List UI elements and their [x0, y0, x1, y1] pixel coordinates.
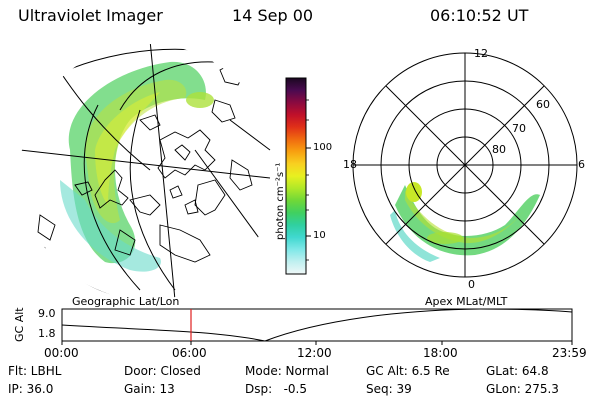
info-gain: Gain: 13 [124, 382, 175, 396]
mlt-label-6: 6 [578, 158, 585, 171]
colorbar-tick-100: 100 [313, 142, 333, 153]
colorbar-scale [285, 77, 307, 275]
info-dsp: Dsp: -0.5 [245, 382, 308, 396]
aurora-oval-geographic [60, 61, 214, 272]
colorbar-tick-10: 10 [313, 230, 326, 241]
timeline-y-min: 1.8 [38, 327, 56, 340]
colorbar-unit-label: photon cm⁻²s⁻¹ [275, 163, 286, 240]
info-mode: Mode: Normal [245, 364, 329, 378]
time-tick-1200: 12:00 [297, 346, 332, 360]
info-glat: GLat: 64.8 [486, 364, 549, 378]
info-seq: Seq: 39 [366, 382, 412, 396]
time-tick-2359: 23:59 [552, 346, 587, 360]
geographic-panel-label: Geographic Lat/Lon [72, 295, 180, 308]
info-filter: Flt: LBHL [8, 364, 62, 378]
time-tick-0000: 00:00 [44, 346, 79, 360]
info-gc-alt: GC Alt: 6.5 Re [366, 364, 450, 378]
mlt-label-0: 0 [468, 278, 475, 291]
timeline-axis-label: GC Alt [13, 307, 26, 342]
mlat-label-70: 70 [512, 122, 526, 135]
polar-plot [352, 52, 578, 278]
info-door: Door: Closed [124, 364, 201, 378]
time-tick-1800: 18:00 [423, 346, 458, 360]
instrument-title: Ultraviolet Imager [18, 6, 163, 25]
aurora-oval-polar [390, 182, 540, 262]
altitude-curve [61, 308, 573, 342]
mlat-label-80: 80 [492, 143, 506, 156]
geographic-map [20, 44, 276, 300]
timeline-frame [61, 308, 573, 342]
mlt-label-18: 18 [343, 158, 357, 171]
mlt-label-12: 12 [474, 47, 488, 60]
observation-date: 14 Sep 00 [232, 6, 314, 25]
colorbar [285, 77, 311, 275]
timeline-y-max: 9.0 [38, 307, 56, 320]
info-ip: IP: 36.0 [8, 382, 54, 396]
info-glon: GLon: 275.3 [486, 382, 559, 396]
apex-panel-label: Apex MLat/MLT [425, 295, 508, 308]
observation-time: 06:10:52 UT [430, 6, 529, 25]
timeline-plot [61, 308, 573, 345]
time-tick-0600: 06:00 [172, 346, 207, 360]
mlat-label-60: 60 [536, 98, 550, 111]
